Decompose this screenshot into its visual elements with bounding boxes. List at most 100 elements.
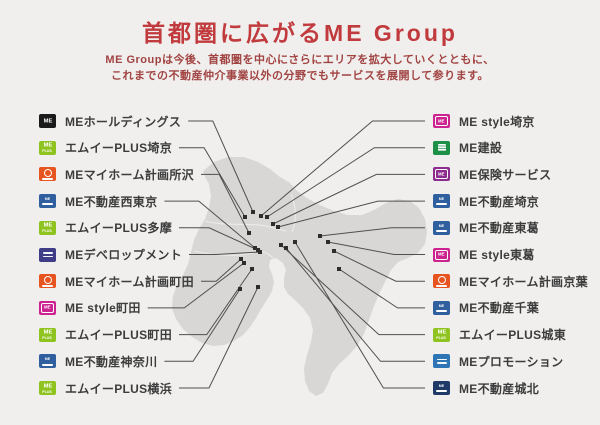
connector-line	[260, 120, 425, 217]
connector-line	[201, 258, 242, 282]
connector-line	[338, 268, 425, 309]
prefecture-border-north	[204, 220, 287, 232]
company-label: ME不動産千葉	[459, 301, 540, 316]
connector-line	[266, 147, 425, 218]
company-logo-icon: ME PLUS	[39, 220, 56, 235]
company-logo-icon: ME	[433, 381, 450, 395]
map-dot	[284, 246, 288, 250]
legend-item-right-6: MEマイホーム計画京葉	[433, 273, 588, 289]
company-logo-icon: ME	[433, 247, 450, 262]
legend-item-left-8: ME PLUS エムイーPLUS町田	[39, 327, 172, 343]
legend-item-left-4: ME PLUS エムイーPLUS多摩	[39, 220, 172, 236]
legend-item-left-6: MEマイホーム計画町田	[39, 273, 194, 289]
company-label: MEマイホーム計画所沢	[65, 167, 194, 182]
company-logo-icon	[39, 274, 56, 289]
map-dot	[238, 287, 242, 291]
legend-item-right-8: ME PLUS エムイーPLUS城東	[433, 327, 566, 343]
legend-item-right-5: ME ME style東葛	[433, 247, 535, 263]
company-label: エムイーPLUS町田	[65, 328, 173, 343]
legend-item-right-9: MEプロモーション	[433, 353, 563, 369]
connector-line	[179, 147, 246, 218]
company-logo-icon	[39, 247, 56, 262]
map-dot	[318, 234, 322, 238]
map-dot	[258, 250, 262, 254]
company-logo-icon	[433, 140, 450, 155]
company-logo-icon: ME	[433, 114, 450, 128]
connector-line	[189, 251, 261, 255]
company-label: ME不動産西東京	[65, 194, 158, 209]
legend-item-left-0: ME MEホールディングス	[39, 113, 181, 129]
company-logo-icon: ME	[433, 300, 450, 315]
map-dot	[276, 225, 280, 229]
company-logo-icon: ME PLUS	[39, 327, 56, 342]
legend-item-right-3: ME ME不動産埼京	[433, 193, 539, 209]
company-logo-icon: ME	[39, 194, 56, 209]
legend-item-left-7: ME ME style町田	[39, 300, 141, 316]
connector-lines	[147, 120, 425, 389]
company-logo-icon	[39, 167, 56, 182]
connector-line	[147, 262, 245, 309]
subtitle-line-2: これまでの不動産仲介事業以外の分野でもサービスを展開して参ります。	[110, 70, 490, 82]
company-logo-icon: ME	[39, 114, 56, 128]
map-dot	[293, 240, 297, 244]
map-dot	[271, 222, 275, 226]
kanto-region-silhouette	[172, 157, 427, 396]
legend-item-right-1: ME建設	[433, 140, 502, 156]
company-label: ME不動産城北	[459, 381, 540, 396]
map-dot	[251, 210, 255, 214]
connector-line	[188, 120, 254, 213]
company-label: MEプロモーション	[459, 354, 564, 369]
map-dot	[256, 285, 260, 289]
company-label: ME style町田	[65, 301, 141, 316]
company-label: エムイーPLUS埼京	[65, 141, 173, 156]
connector-line	[280, 244, 425, 336]
location-dots	[238, 210, 341, 291]
company-label: ME不動産東葛	[459, 221, 540, 236]
legend-item-right-0: ME ME style埼京	[433, 113, 535, 129]
connector-line	[201, 173, 250, 234]
page-subtitle: ME Groupは今後、首都圏を中心にさらにエリアを拡大していくとともに、 これ…	[0, 52, 600, 84]
legend-item-left-5: MEデベロップメント	[39, 247, 182, 263]
map-dot	[247, 231, 251, 235]
company-label: ME保険サービス	[459, 167, 552, 182]
map-dot	[326, 240, 330, 244]
company-logo-icon: ME PLUS	[39, 140, 56, 155]
company-label: MEマイホーム計画京葉	[459, 274, 588, 289]
company-label: ME建設	[459, 141, 503, 156]
connector-line	[333, 250, 425, 282]
legend-item-right-7: ME ME不動産千葉	[433, 300, 539, 316]
legend-item-right-2: ME ME保険サービス	[433, 166, 551, 182]
company-logo-icon: ME PLUS	[39, 381, 56, 395]
company-logo-icon: ME	[433, 167, 450, 182]
legend-item-left-10: ME PLUS エムイーPLUS横浜	[39, 380, 172, 396]
connector-line	[272, 173, 425, 225]
map-dot	[239, 257, 243, 261]
company-logo-icon: ME PLUS	[433, 327, 450, 342]
company-logo-icon: ME	[433, 220, 450, 235]
map-dot	[332, 249, 336, 253]
map-dot	[265, 215, 269, 219]
company-label: ME style東葛	[459, 248, 535, 262]
map-dot	[253, 246, 257, 250]
map-dot	[242, 261, 246, 265]
connector-line	[294, 241, 425, 389]
subtitle-line-1: ME Groupは今後、首都圏を中心にさらにエリアを拡大していくとともに、	[105, 54, 495, 66]
map-dot	[279, 243, 283, 247]
company-label: MEデベロップメント	[65, 248, 183, 262]
company-label: ME style埼京	[459, 114, 535, 129]
legend-item-right-4: ME ME不動産東葛	[433, 220, 539, 236]
company-label: エムイーPLUS城東	[459, 328, 567, 343]
company-label: MEマイホーム計画町田	[65, 274, 194, 289]
legend-item-left-1: ME PLUS エムイーPLUS埼京	[39, 140, 172, 156]
company-label: MEホールディングス	[65, 114, 182, 129]
connector-line	[179, 268, 253, 336]
company-logo-icon: ME	[39, 300, 56, 315]
connector-line	[319, 227, 425, 237]
company-label: エムイーPLUS横浜	[65, 381, 173, 396]
connector-line	[285, 247, 425, 362]
connector-line	[327, 241, 425, 255]
legend-item-left-2: MEマイホーム計画所沢	[39, 166, 194, 182]
map-dot	[337, 267, 341, 271]
